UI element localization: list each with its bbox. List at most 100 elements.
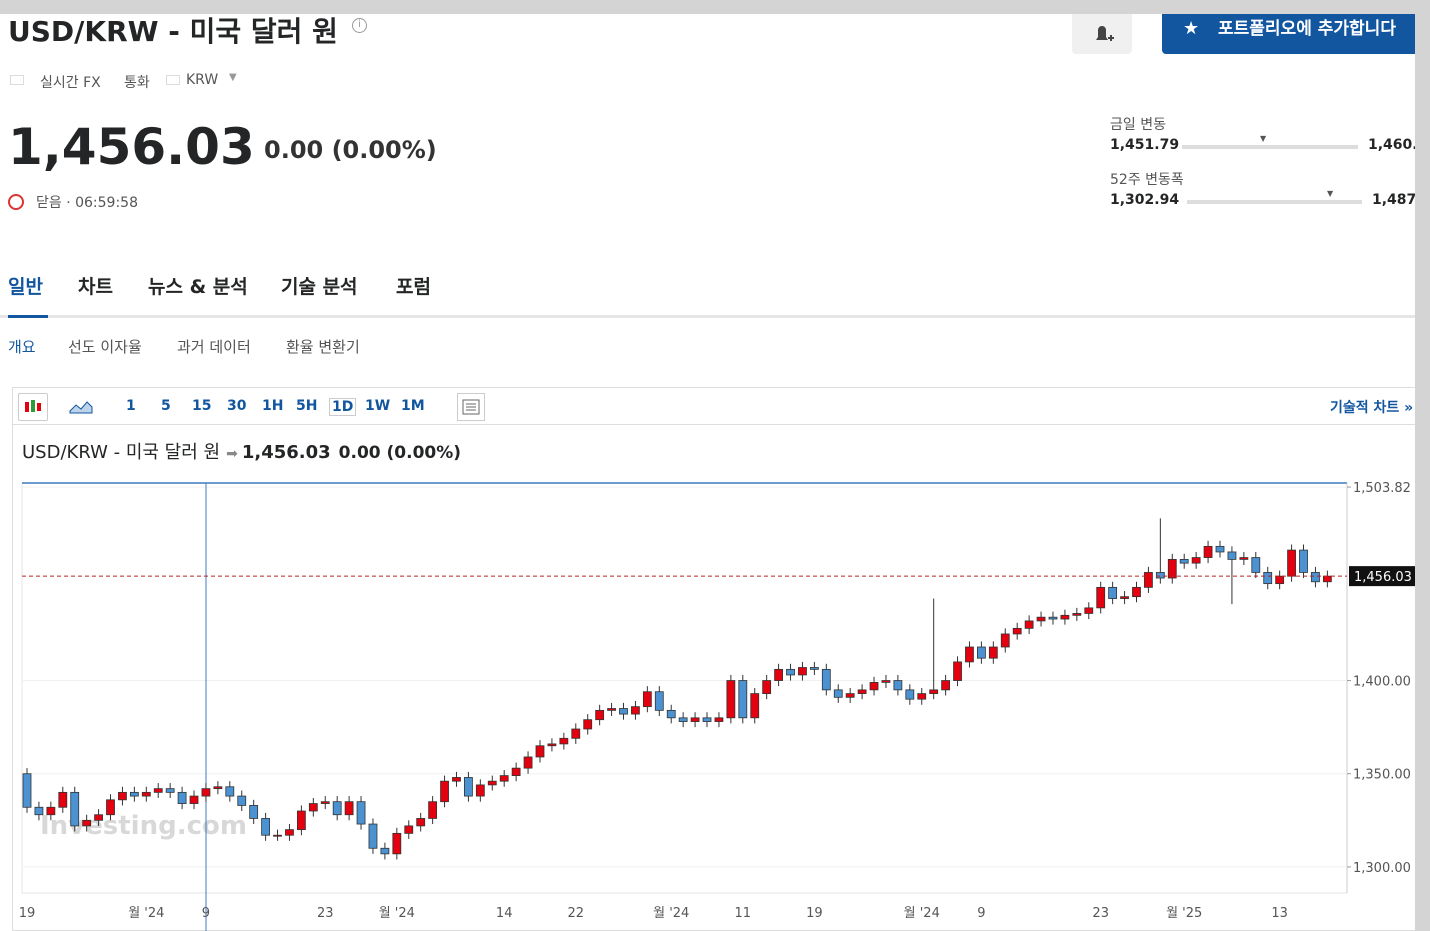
x-tick-label: 23 xyxy=(317,906,334,921)
candle-body xyxy=(726,680,736,719)
subtab[interactable]: 과거 데이터 xyxy=(177,338,251,356)
candle-body xyxy=(225,786,235,797)
interval-button[interactable]: 5H xyxy=(296,398,318,414)
tab[interactable]: 차트 xyxy=(78,276,113,298)
candle-body xyxy=(595,709,605,721)
candle-body xyxy=(1287,549,1296,577)
meta: 실시간 FX xyxy=(40,75,101,91)
interval-button[interactable]: 1H xyxy=(262,398,284,414)
candle-body xyxy=(428,801,438,819)
candle-body xyxy=(213,786,223,790)
tab[interactable]: 일반 xyxy=(8,276,43,298)
x-tick-label: 월 '24 xyxy=(904,906,940,921)
range-marker: ▼ xyxy=(1260,134,1267,143)
interval-button[interactable]: 5 xyxy=(161,398,171,414)
candle-body xyxy=(1167,559,1177,579)
tab[interactable]: 뉴스 & 분석 xyxy=(148,276,248,298)
candle-body xyxy=(177,791,187,804)
x-tick-label: 13 xyxy=(1271,906,1288,921)
candle-body xyxy=(404,825,414,834)
candle-body xyxy=(654,691,664,711)
candle-body xyxy=(106,799,115,816)
title: USD/KRW - 미국 달러 원 xyxy=(8,15,338,48)
subtab[interactable]: 개요 xyxy=(8,338,36,356)
button-label: 포트폴리오에 추가합니다 xyxy=(1218,19,1396,39)
status: 닫음 · 06:59:58 xyxy=(36,195,138,211)
candle-body xyxy=(249,805,259,819)
tab[interactable]: 기술 분석 xyxy=(281,276,358,298)
interval-button[interactable]: 1 xyxy=(126,398,136,414)
candle-body xyxy=(571,728,581,739)
candle-body xyxy=(869,682,879,691)
technical-chart-link[interactable]: 기술적 차트 » xyxy=(1330,400,1414,416)
candle-body xyxy=(607,708,616,711)
candle-body xyxy=(857,689,867,694)
candle-body xyxy=(631,706,640,715)
candle-body xyxy=(833,689,843,698)
candle-body xyxy=(1215,545,1225,553)
candle-body xyxy=(1322,575,1332,583)
candle-body xyxy=(237,795,247,806)
range-high: 1,460.93 xyxy=(1368,137,1415,153)
candle-body xyxy=(344,801,354,816)
x-tick-label: 월 '24 xyxy=(653,906,689,921)
toolbar-rule xyxy=(12,424,1415,425)
range-label: 금일 변동 xyxy=(1110,117,1166,133)
x-tick-label: 월 '24 xyxy=(128,906,164,921)
candle-body xyxy=(690,717,700,722)
candle-body xyxy=(201,788,211,797)
candle-body xyxy=(1096,586,1106,609)
interval-button[interactable]: 1M xyxy=(401,398,425,414)
candle-body xyxy=(464,777,473,797)
x-tick-label: 월 '24 xyxy=(379,906,415,921)
area-type-button[interactable] xyxy=(68,395,94,421)
star-icon: ★ xyxy=(1183,18,1200,39)
range-label: 52주 변동폭 xyxy=(1110,172,1184,188)
candle-body xyxy=(762,680,772,694)
last-price-label: 1,456.03 xyxy=(1354,570,1412,585)
candle-body xyxy=(1239,557,1249,560)
candle-body xyxy=(94,814,103,821)
candle-body xyxy=(320,801,330,804)
candle-body xyxy=(452,777,461,782)
x-tick-label: 22 xyxy=(568,906,585,921)
interval-button[interactable]: 30 xyxy=(227,398,247,414)
tab[interactable]: 포럼 xyxy=(396,276,431,298)
alert-button[interactable] xyxy=(1072,14,1132,54)
candle-body xyxy=(750,693,760,719)
candle-body xyxy=(82,819,92,827)
candle-body xyxy=(1203,545,1213,558)
candle-body xyxy=(1060,614,1070,620)
candle-body xyxy=(1120,596,1129,599)
candle-body xyxy=(1251,557,1261,573)
candle-body xyxy=(893,680,903,691)
dropdown[interactable]: ▼ xyxy=(229,72,237,83)
subtab[interactable]: 선도 이자율 xyxy=(68,338,142,356)
portfolio-button[interactable]: 포트폴리오에 추가합니다 xyxy=(1162,14,1415,54)
candle-body xyxy=(356,801,366,825)
candle-body xyxy=(1191,557,1201,564)
candle-type-button[interactable] xyxy=(18,393,48,421)
candle-body xyxy=(1144,572,1153,588)
candle-body xyxy=(308,803,318,812)
interval-button[interactable]: 1D xyxy=(329,398,357,416)
interval-button[interactable]: 1W xyxy=(365,398,391,414)
tab-underline xyxy=(8,315,48,318)
interval-button[interactable]: 15 xyxy=(192,398,212,414)
candle-body xyxy=(798,667,807,676)
x-tick-label: 11 xyxy=(735,906,752,921)
x-tick-label: 23 xyxy=(1092,906,1109,921)
candle-body xyxy=(392,832,402,855)
candle-body xyxy=(738,680,748,719)
info-icon[interactable]: i xyxy=(352,18,367,33)
candle-body xyxy=(475,784,485,797)
candle-body xyxy=(523,756,533,769)
candle-body xyxy=(881,680,891,683)
candle-body xyxy=(988,646,998,659)
candle-body xyxy=(1299,549,1308,573)
x-tick-label: 19 xyxy=(19,906,36,921)
candle-body xyxy=(118,791,127,801)
subtab[interactable]: 환율 변환기 xyxy=(286,338,360,356)
candle-body xyxy=(368,823,378,849)
layout-button[interactable] xyxy=(457,393,485,421)
